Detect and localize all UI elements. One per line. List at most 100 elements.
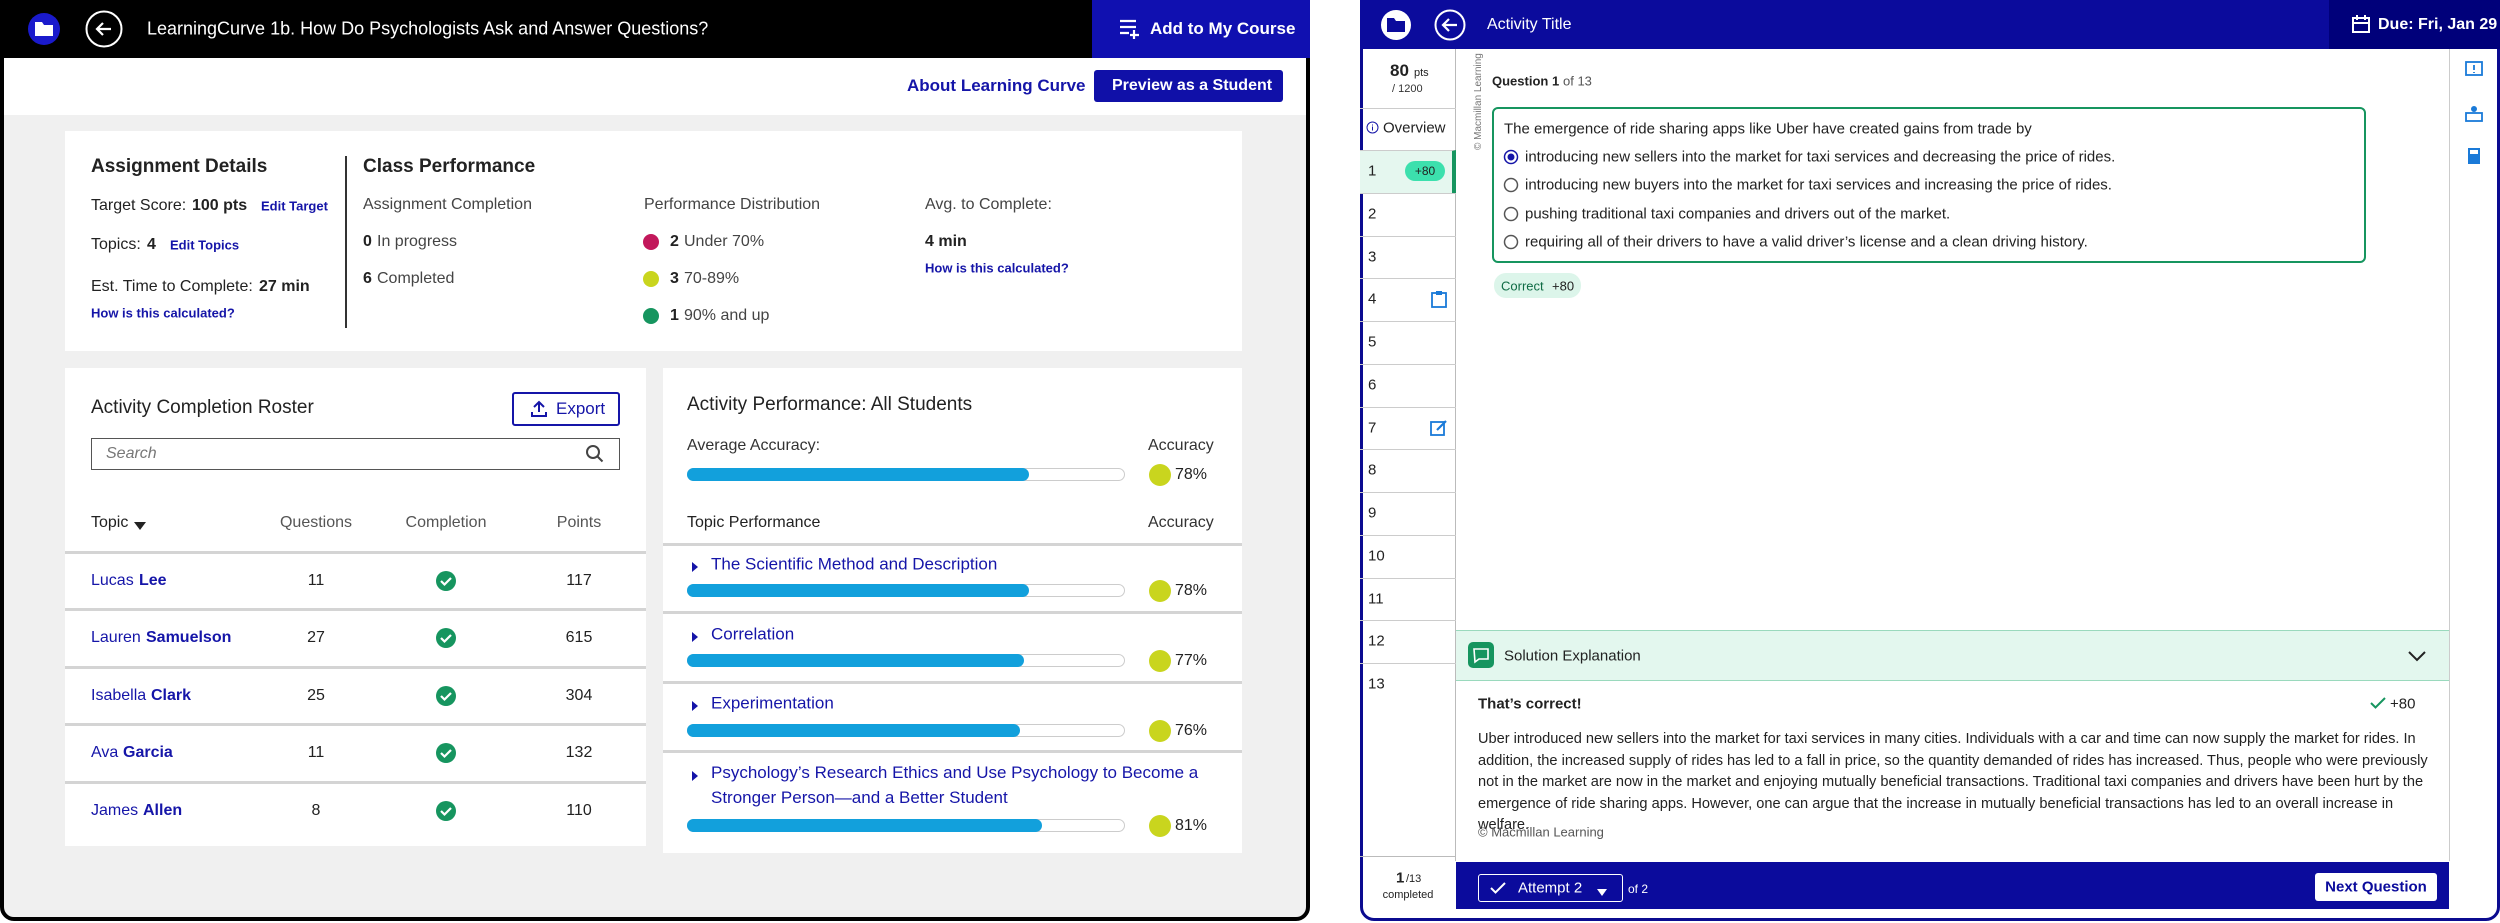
export-label[interactable]: Export <box>556 399 606 418</box>
radio-svg <box>1503 234 1519 250</box>
accuracy-bar <box>687 654 1025 667</box>
option-text[interactable]: pushing traditional taxi companies and d… <box>1525 205 1951 223</box>
question-number: 4 <box>1368 290 1377 308</box>
how-link[interactable]: How is this calculated? <box>91 305 235 321</box>
question-row[interactable] <box>1360 406 1456 450</box>
about-link[interactable]: About Learning Curve <box>907 76 1086 95</box>
chevron-svg <box>2408 651 2426 662</box>
topic-name[interactable]: The Scientific Method and Description <box>711 554 998 574</box>
question-row[interactable] <box>1360 363 1456 407</box>
radio[interactable] <box>1503 234 1519 250</box>
radio[interactable] <box>1503 149 1519 165</box>
completed-of: /13 <box>1406 873 1422 885</box>
next-button[interactable] <box>2315 873 2437 901</box>
topic-name[interactable]: Psychology’s Research Ethics and Use Psy… <box>711 763 1199 807</box>
attempt-dropdown[interactable] <box>1478 874 1623 902</box>
questions: 25 <box>307 686 325 704</box>
expand-arrow[interactable] <box>691 559 699 572</box>
expand-arrow[interactable] <box>691 698 699 711</box>
how-link[interactable]: How is this calculated? <box>925 260 1069 276</box>
question-number: 7 <box>1368 419 1377 436</box>
student-first[interactable]: Ava <box>91 744 119 762</box>
completion-check-svg <box>436 571 456 591</box>
points: 110 <box>566 801 592 819</box>
student-first[interactable]: Lauren <box>91 629 141 647</box>
tool-icon[interactable] <box>2465 104 2483 122</box>
accuracy-label: 81% <box>1175 817 1208 834</box>
export-button[interactable] <box>512 392 620 426</box>
correct-label: Correct <box>1501 278 1544 294</box>
completed-count: 1 <box>1396 869 1405 887</box>
add-to-course-button[interactable] <box>1092 0 1310 58</box>
question-row[interactable] <box>1360 492 1456 535</box>
row-separator <box>65 723 646 727</box>
expand-arrow[interactable] <box>691 768 699 781</box>
overview-row[interactable] <box>1360 108 1456 150</box>
search-icon <box>585 444 605 464</box>
question-row[interactable] <box>1360 663 1456 706</box>
edit-icon-svg <box>1430 419 1447 436</box>
question-number: 6 <box>1368 376 1377 394</box>
option-text[interactable]: requiring all of their drivers to have a… <box>1525 233 2088 251</box>
right-header <box>1360 0 2500 49</box>
column-header: Questions <box>279 514 353 531</box>
points: 304 <box>565 686 593 704</box>
student-last[interactable]: Clark <box>151 686 192 704</box>
question-row[interactable] <box>1360 449 1456 492</box>
student-last[interactable]: Samuelson <box>146 629 232 647</box>
option-text[interactable]: introducing new sellers into the market … <box>1525 148 2116 166</box>
question-row[interactable] <box>1360 192 1456 236</box>
back-button[interactable] <box>1434 9 1466 41</box>
question-row[interactable] <box>1360 534 1456 578</box>
points: 132 <box>565 744 593 762</box>
due-button[interactable] <box>2329 0 2500 49</box>
column-title: Avg. to Complete: <box>925 196 1052 213</box>
sort-arrow[interactable] <box>134 518 146 530</box>
folder-icon[interactable] <box>28 13 60 45</box>
question-row[interactable] <box>1360 577 1456 621</box>
topic-separator <box>663 750 1242 753</box>
student-first[interactable]: Isabella <box>91 686 147 704</box>
edit-link[interactable]: Edit Target <box>261 198 328 214</box>
student-first[interactable]: Lucas <box>91 572 134 589</box>
back-button[interactable] <box>85 10 123 48</box>
search-box[interactable] <box>91 438 620 470</box>
radio[interactable] <box>1503 206 1519 222</box>
question-number: 2 <box>1368 205 1377 223</box>
detail-label: Topics: <box>91 236 141 253</box>
back-button-svg <box>85 10 123 48</box>
correct-points: +80 <box>1552 278 1575 294</box>
student-first[interactable]: James <box>91 801 139 819</box>
topic-name[interactable]: Correlation <box>711 624 795 644</box>
preview-button[interactable] <box>1094 70 1283 102</box>
question-row[interactable] <box>1360 321 1456 364</box>
points-check-svg <box>2370 697 2386 709</box>
points-check <box>2370 696 2386 710</box>
student-last[interactable]: Lee <box>139 572 167 589</box>
overview-label[interactable]: Overview <box>1383 119 1446 137</box>
tool-icon[interactable] <box>2465 147 2483 165</box>
question-number: 12 <box>1368 632 1385 650</box>
student-last[interactable]: Garcia <box>123 744 173 762</box>
radio[interactable] <box>1503 177 1519 193</box>
count: 3 <box>670 270 679 287</box>
question-row[interactable] <box>1360 620 1456 663</box>
option-text[interactable]: introducing new buyers into the market f… <box>1525 176 2112 194</box>
expand-arrow[interactable] <box>691 629 699 642</box>
question-row[interactable] <box>1360 278 1456 321</box>
question-row[interactable] <box>1360 235 1456 279</box>
question-of: of 13 <box>1563 73 1592 89</box>
tool-icon[interactable] <box>2465 61 2483 79</box>
attempt-check-svg <box>1490 882 1506 894</box>
topic-name[interactable]: Experimentation <box>711 693 834 713</box>
edit-link[interactable]: Edit Topics <box>170 237 240 253</box>
activity-title: Activity Title <box>1487 16 1572 33</box>
section-title: Activity Performance: All Students <box>687 394 973 415</box>
completion-check-svg <box>436 628 456 649</box>
next-label[interactable]: Next Question <box>2325 878 2427 896</box>
count-label: 90% and up <box>684 307 770 324</box>
folder-icon[interactable] <box>1381 10 1411 40</box>
chevron[interactable] <box>2408 650 2426 662</box>
student-last[interactable]: Allen <box>143 801 183 819</box>
solution-header[interactable] <box>1456 630 2449 681</box>
